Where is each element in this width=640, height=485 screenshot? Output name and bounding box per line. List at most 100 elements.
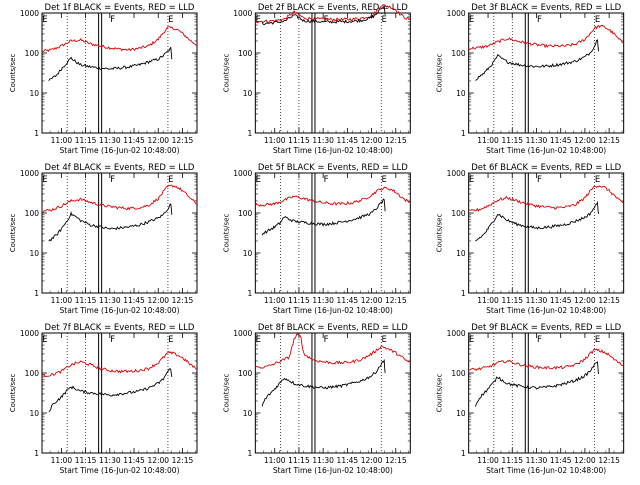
y-tick-label: 100	[238, 369, 253, 378]
state-marker: F	[324, 15, 329, 25]
chart-title: Det 8f BLACK = Events, RED = LLD	[258, 323, 408, 333]
lld-series-line	[41, 351, 197, 378]
chart-panel-9: Det 9f BLACK = Events, RED = LLD Counts/s…	[436, 323, 625, 475]
y-tick-label: 1000	[447, 329, 466, 338]
x-axis-label: Start Time (16-Jun-02 10:48:00)	[273, 466, 393, 475]
x-tick-label: 11:00	[51, 456, 73, 465]
x-tick-label: 11:45	[550, 456, 572, 465]
y-axis-label: Counts/sec	[222, 374, 230, 413]
x-tick-label: 11:30	[312, 136, 334, 145]
state-marker: E	[42, 15, 47, 25]
x-tick-label: 12:15	[598, 456, 620, 465]
y-tick-label: 10	[243, 409, 253, 418]
plot-frame	[41, 332, 198, 454]
chart-title: Det 5f BLACK = Events, RED = LLD	[258, 163, 408, 173]
events-series-line	[261, 359, 386, 407]
x-axis-label: Start Time (16-Jun-02 10:48:00)	[486, 146, 606, 155]
lld-series-line	[254, 186, 411, 207]
x-tick-label: 12:15	[598, 136, 620, 145]
x-tick-label: 12:00	[361, 296, 383, 305]
chart-panel-8: Det 8f BLACK = Events, RED = LLD Counts/s…	[222, 323, 411, 475]
x-tick-label: 11:30	[312, 296, 334, 305]
y-tick-label: 10	[456, 409, 466, 418]
y-tick-label: 1000	[20, 9, 39, 18]
state-marker: E	[595, 175, 600, 185]
state-marker: F	[110, 15, 115, 25]
y-axis-label: Counts/sec	[222, 54, 230, 93]
chart-title: Det 3f BLACK = Events, RED = LLD	[471, 3, 621, 13]
plot-frame	[254, 172, 411, 294]
x-tick-label: 11:15	[75, 296, 97, 305]
events-series-line	[48, 203, 173, 242]
state-marker: F	[537, 335, 542, 345]
y-tick-label: 100	[25, 209, 40, 218]
y-tick-label: 100	[25, 369, 40, 378]
x-tick-label: 12:00	[574, 296, 596, 305]
x-tick-label: 12:15	[385, 296, 407, 305]
x-tick-label: 12:00	[574, 136, 596, 145]
chart-panel-4: Det 4f BLACK = Events, RED = LLD Counts/s…	[9, 163, 198, 315]
y-tick-label: 1	[248, 449, 253, 458]
events-series-line	[475, 39, 599, 81]
y-tick-label: 1000	[447, 9, 466, 18]
plot-frame	[468, 332, 625, 454]
x-tick-label: 12:00	[147, 456, 169, 465]
state-marker: F	[110, 175, 115, 185]
x-tick-label: 12:15	[172, 456, 194, 465]
y-axis-label: Counts/sec	[436, 374, 444, 413]
chart-panel-5: Det 5f BLACK = Events, RED = LLD Counts/s…	[222, 163, 411, 315]
x-axis-label: Start Time (16-Jun-02 10:48:00)	[60, 466, 180, 475]
x-tick-label: 11:45	[550, 296, 572, 305]
chart-panel-2: Det 2f BLACK = Events, RED = LLD Counts/s…	[222, 3, 411, 155]
x-tick-label: 11:00	[264, 456, 286, 465]
x-tick-label: 12:00	[361, 136, 383, 145]
y-tick-label: 100	[451, 49, 466, 58]
y-tick-label: 1000	[20, 329, 39, 338]
x-tick-label: 11:30	[312, 456, 334, 465]
lld-series-line	[468, 185, 625, 212]
lld-series-line	[41, 184, 198, 214]
x-tick-label: 12:15	[385, 456, 407, 465]
chart-title: Det 9f BLACK = Events, RED = LLD	[471, 323, 621, 333]
state-marker: E	[42, 335, 47, 345]
x-tick-label: 11:00	[264, 136, 286, 145]
y-tick-label: 1000	[233, 329, 252, 338]
state-marker: E	[168, 15, 173, 25]
state-marker: E	[595, 335, 600, 345]
x-tick-label: 12:15	[598, 296, 620, 305]
chart-title: Det 1f BLACK = Events, RED = LLD	[45, 3, 195, 13]
state-marker: E	[256, 15, 261, 25]
y-tick-label: 10	[29, 89, 39, 98]
x-tick-label: 11:15	[288, 296, 310, 305]
y-tick-label: 10	[243, 249, 253, 258]
x-axis-label: Start Time (16-Jun-02 10:48:00)	[486, 466, 606, 475]
y-axis-label: Counts/sec	[9, 214, 17, 253]
y-tick-label: 100	[25, 49, 40, 58]
x-tick-label: 11:45	[337, 136, 359, 145]
x-tick-label: 11:15	[501, 136, 523, 145]
y-tick-label: 1	[34, 449, 39, 458]
events-series-line	[474, 361, 599, 407]
x-tick-label: 11:45	[337, 296, 359, 305]
x-tick-label: 12:00	[147, 296, 169, 305]
x-tick-label: 12:00	[574, 456, 596, 465]
state-marker: E	[469, 175, 474, 185]
state-marker: F	[110, 335, 115, 345]
state-marker: E	[595, 15, 600, 25]
y-tick-label: 10	[456, 89, 466, 98]
chart-panel-7: Det 7f BLACK = Events, RED = LLD Counts/s…	[9, 323, 198, 475]
x-tick-label: 11:30	[526, 136, 548, 145]
y-axis-label: Counts/sec	[436, 54, 444, 93]
x-tick-label: 11:45	[123, 136, 145, 145]
x-tick-label: 11:15	[501, 456, 523, 465]
x-tick-label: 12:15	[172, 136, 194, 145]
lld-series-line	[468, 24, 624, 51]
state-marker: E	[381, 15, 386, 25]
x-tick-label: 11:00	[477, 296, 499, 305]
x-tick-label: 12:00	[361, 456, 383, 465]
x-axis-label: Start Time (16-Jun-02 10:48:00)	[60, 306, 180, 315]
x-tick-label: 11:30	[99, 296, 121, 305]
plot-frame	[41, 172, 198, 294]
x-tick-label: 12:15	[172, 296, 194, 305]
